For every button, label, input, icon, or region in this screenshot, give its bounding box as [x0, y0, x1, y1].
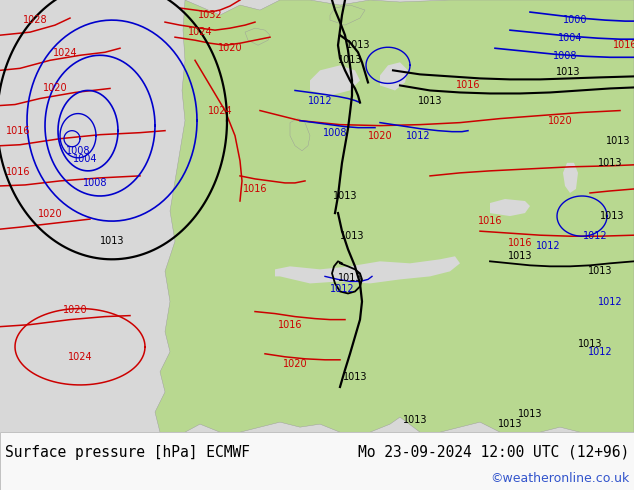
Polygon shape — [290, 119, 310, 151]
Text: 1013: 1013 — [600, 211, 624, 221]
Text: 1020: 1020 — [548, 116, 573, 125]
Text: 1020: 1020 — [63, 305, 87, 315]
Text: 1016: 1016 — [478, 216, 502, 226]
Text: 1016: 1016 — [6, 125, 30, 136]
Text: 1013: 1013 — [403, 415, 427, 425]
Text: 1000: 1000 — [563, 15, 587, 25]
Text: 1020: 1020 — [37, 209, 62, 219]
Text: 1032: 1032 — [198, 10, 223, 20]
Text: 1013: 1013 — [498, 419, 522, 429]
Text: 1013: 1013 — [340, 231, 365, 241]
Text: 1012: 1012 — [588, 347, 612, 357]
Polygon shape — [380, 62, 408, 91]
Text: 1024: 1024 — [68, 352, 93, 362]
Text: Surface pressure [hPa] ECMWF: Surface pressure [hPa] ECMWF — [5, 444, 250, 460]
Text: 1028: 1028 — [23, 15, 48, 25]
Text: 1012: 1012 — [330, 285, 354, 294]
Text: 1016: 1016 — [456, 80, 480, 91]
Text: 1008: 1008 — [66, 146, 90, 156]
Text: 1024: 1024 — [208, 105, 232, 116]
Text: 1013: 1013 — [338, 55, 362, 65]
Text: 1016: 1016 — [612, 40, 634, 50]
Text: ©weatheronline.co.uk: ©weatheronline.co.uk — [489, 471, 629, 485]
Text: 1012: 1012 — [406, 131, 430, 141]
Text: 1020: 1020 — [217, 43, 242, 53]
Text: 1020: 1020 — [368, 131, 392, 141]
Polygon shape — [490, 199, 530, 216]
Polygon shape — [245, 28, 270, 45]
Text: 1012: 1012 — [583, 231, 607, 241]
Text: 1013: 1013 — [338, 273, 362, 283]
Text: 1013: 1013 — [343, 372, 367, 382]
Text: 1013: 1013 — [508, 251, 533, 261]
Text: 1008: 1008 — [553, 51, 577, 61]
Polygon shape — [563, 163, 578, 193]
Text: 1004: 1004 — [558, 33, 582, 43]
Text: 1016: 1016 — [278, 319, 302, 330]
Polygon shape — [155, 0, 634, 432]
Text: 1013: 1013 — [598, 158, 622, 168]
Text: 1012: 1012 — [536, 241, 560, 251]
Text: 1024: 1024 — [188, 27, 212, 37]
Text: 1013: 1013 — [333, 191, 357, 201]
Text: 1020: 1020 — [42, 83, 67, 94]
Text: 1013: 1013 — [578, 339, 602, 349]
Text: 1016: 1016 — [508, 238, 533, 248]
Text: 1013: 1013 — [605, 136, 630, 146]
Polygon shape — [330, 5, 365, 25]
Text: 1008: 1008 — [83, 178, 107, 188]
Text: 1020: 1020 — [283, 359, 307, 369]
Text: Mo 23-09-2024 12:00 UTC (12+96): Mo 23-09-2024 12:00 UTC (12+96) — [358, 444, 629, 460]
Text: 1013: 1013 — [556, 67, 580, 77]
Polygon shape — [310, 65, 360, 96]
Text: 1013: 1013 — [518, 409, 542, 419]
Text: 1024: 1024 — [53, 49, 77, 58]
Text: 1013: 1013 — [100, 236, 124, 246]
Text: 1013: 1013 — [418, 96, 443, 105]
Text: 1016: 1016 — [6, 167, 30, 177]
Text: 1013: 1013 — [588, 267, 612, 276]
Text: 1004: 1004 — [73, 154, 97, 164]
Text: 1008: 1008 — [323, 128, 347, 138]
Text: 1016: 1016 — [243, 184, 268, 194]
Text: 1013: 1013 — [346, 40, 370, 50]
Polygon shape — [275, 256, 460, 283]
Text: 1012: 1012 — [307, 96, 332, 105]
Text: 1012: 1012 — [598, 296, 623, 307]
